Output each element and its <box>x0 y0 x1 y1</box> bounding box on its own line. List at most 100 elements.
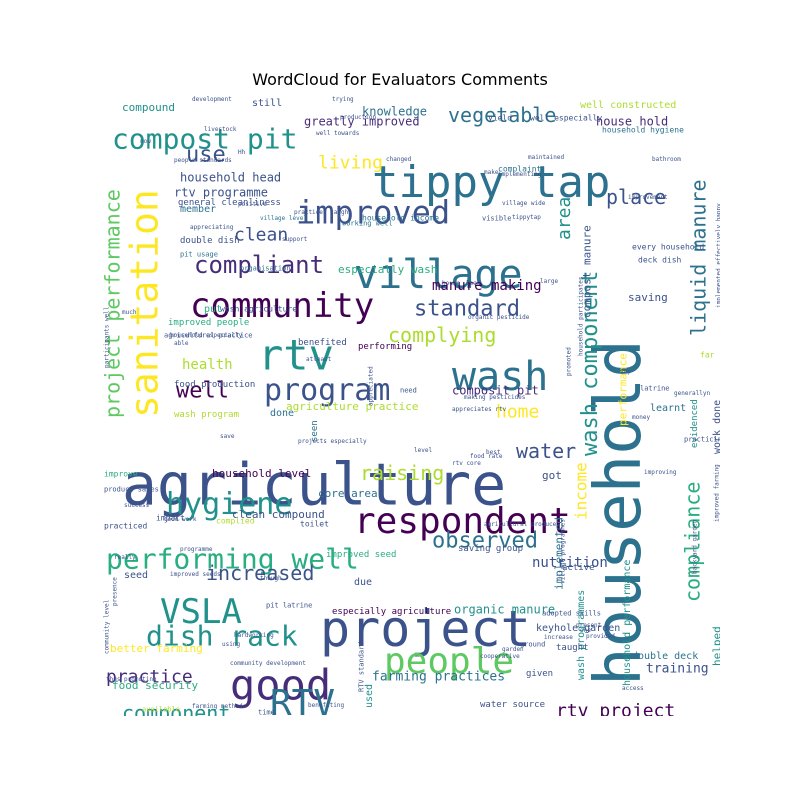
word-saving-group: saving group <box>458 544 523 554</box>
word-food-production: food production <box>174 380 255 390</box>
word-wash-program: wash program <box>174 410 239 420</box>
word-improved-seeds: improved seeds <box>170 571 221 578</box>
word-available: available <box>142 706 180 714</box>
word-household-participates: household participates <box>578 276 585 356</box>
word-due: due <box>354 577 372 588</box>
word-pit-latrine: pit latrine <box>266 602 312 610</box>
word-seed: seed <box>124 570 148 581</box>
word-got: got <box>542 469 562 482</box>
word-though: though <box>260 575 282 582</box>
word-maintained: maintained <box>528 154 565 161</box>
word-household-level: household level <box>212 467 311 480</box>
word-community-level: community level <box>104 599 111 654</box>
word-especially-agriculture: especially agriculture <box>332 607 451 617</box>
word-development: development <box>192 96 232 103</box>
word-really: really <box>114 554 136 561</box>
word-good: good <box>230 661 331 710</box>
word-practicing: practicing <box>684 436 720 444</box>
word-making-pesticides: making pesticides <box>464 394 526 401</box>
word-raising: raising <box>360 461 444 485</box>
word-household-hygiene: household hygiene <box>602 125 684 134</box>
word-house-hold: house hold <box>596 115 668 129</box>
word-impact: impact <box>156 513 185 522</box>
word-community: community <box>190 286 374 326</box>
word-using: using <box>222 641 240 648</box>
word-given: given <box>526 669 553 679</box>
word-done: done <box>270 408 294 419</box>
word-produce-sales: produce sales <box>104 486 159 494</box>
word-deck-dish: deck dish <box>638 255 682 264</box>
word-need: need <box>400 387 417 395</box>
word-agriculture: agriculture <box>122 450 506 518</box>
word-increase: increase <box>544 634 573 641</box>
chart-title: WordCloud for Evaluators Comments <box>252 70 548 89</box>
word-double-deck: double deck <box>632 651 698 662</box>
word-rtv-standard: RTV standard <box>357 641 365 692</box>
word-food-security: food security <box>112 679 198 692</box>
word-production: production <box>340 114 377 121</box>
word-agricultural-produce: agricultural produce <box>484 521 557 528</box>
word-especially-wash: especially wash <box>338 263 437 276</box>
word-money: money <box>632 414 650 421</box>
word-large: large <box>540 278 558 285</box>
word-practices-taught: practices taught <box>294 209 352 216</box>
word-hardworking: hardworking <box>234 632 274 639</box>
word-home: home <box>496 401 539 422</box>
word-organisation: organisation <box>240 265 291 273</box>
word-agricultural-practice: agricultural practice <box>164 332 253 340</box>
word-hygiene: hygiene <box>166 487 292 522</box>
word-put: put <box>204 304 222 315</box>
word-ground: ground <box>520 641 545 649</box>
word-one: one <box>580 627 591 634</box>
word-adopted-skills: adopted skills <box>542 610 601 618</box>
word-use: use <box>186 143 226 168</box>
word-bathroom: bathroom <box>652 156 681 163</box>
word-every-household: every household <box>632 242 704 251</box>
word-livestock: livestock <box>204 126 237 133</box>
word-double-dish: double dish <box>180 236 240 246</box>
word-rtv-project: rtv project <box>556 700 675 716</box>
word-well-especially: well especially <box>530 113 602 122</box>
word-clean-compound: clean compound <box>232 508 325 521</box>
word-village: village <box>354 252 523 298</box>
word-health: health <box>182 357 233 373</box>
word-trying: trying <box>332 96 354 103</box>
word-toilet: toilet <box>300 519 329 528</box>
word-active: active <box>562 563 595 573</box>
word-helped: helped <box>711 626 720 666</box>
word-benefiting: benefiting <box>308 702 345 709</box>
word-garden: garden <box>502 646 524 653</box>
word-organic-pesticide: organic pesticide <box>468 314 530 321</box>
word-keyhole-garden: keyhole garden <box>536 623 620 634</box>
word-evidenced: evidenced <box>690 399 700 448</box>
word-make: make <box>484 169 499 176</box>
word-rtv: rtv <box>258 331 334 380</box>
word-improve: improve <box>104 469 138 478</box>
word-household-performance: household performance <box>622 560 633 686</box>
word-practiced: practiced <box>104 521 148 530</box>
word-project-performance: project performance <box>101 189 125 418</box>
word-appreciated: appreciated <box>368 366 375 406</box>
word-clean: clean <box>234 224 288 245</box>
word-observed: observed <box>432 529 538 554</box>
word-tippytap: tippytap <box>512 214 541 221</box>
word-core-area: core area <box>318 487 378 500</box>
word-well-constructed: well constructed <box>580 100 676 111</box>
word-still: still <box>252 98 282 109</box>
word-water-source: water source <box>480 700 545 710</box>
word-level: level <box>414 447 432 454</box>
word-learnt: learnt <box>650 403 686 414</box>
word-best: best <box>486 449 501 456</box>
word-present: present <box>576 622 602 629</box>
word-generallyn: generallyn <box>674 390 711 397</box>
word-access: access <box>622 685 644 692</box>
word-used: used <box>364 684 375 708</box>
word-household: household <box>582 339 656 686</box>
word-atleast: atleast <box>306 356 332 363</box>
word-composit-pit: composit pit <box>452 384 539 398</box>
word-cooperative: cooperative <box>480 653 520 660</box>
word-programme: programme <box>180 546 213 553</box>
word-knowledge: knowledge <box>362 105 427 119</box>
word-well: well <box>176 379 229 404</box>
word-implemented: implemented <box>553 517 566 590</box>
